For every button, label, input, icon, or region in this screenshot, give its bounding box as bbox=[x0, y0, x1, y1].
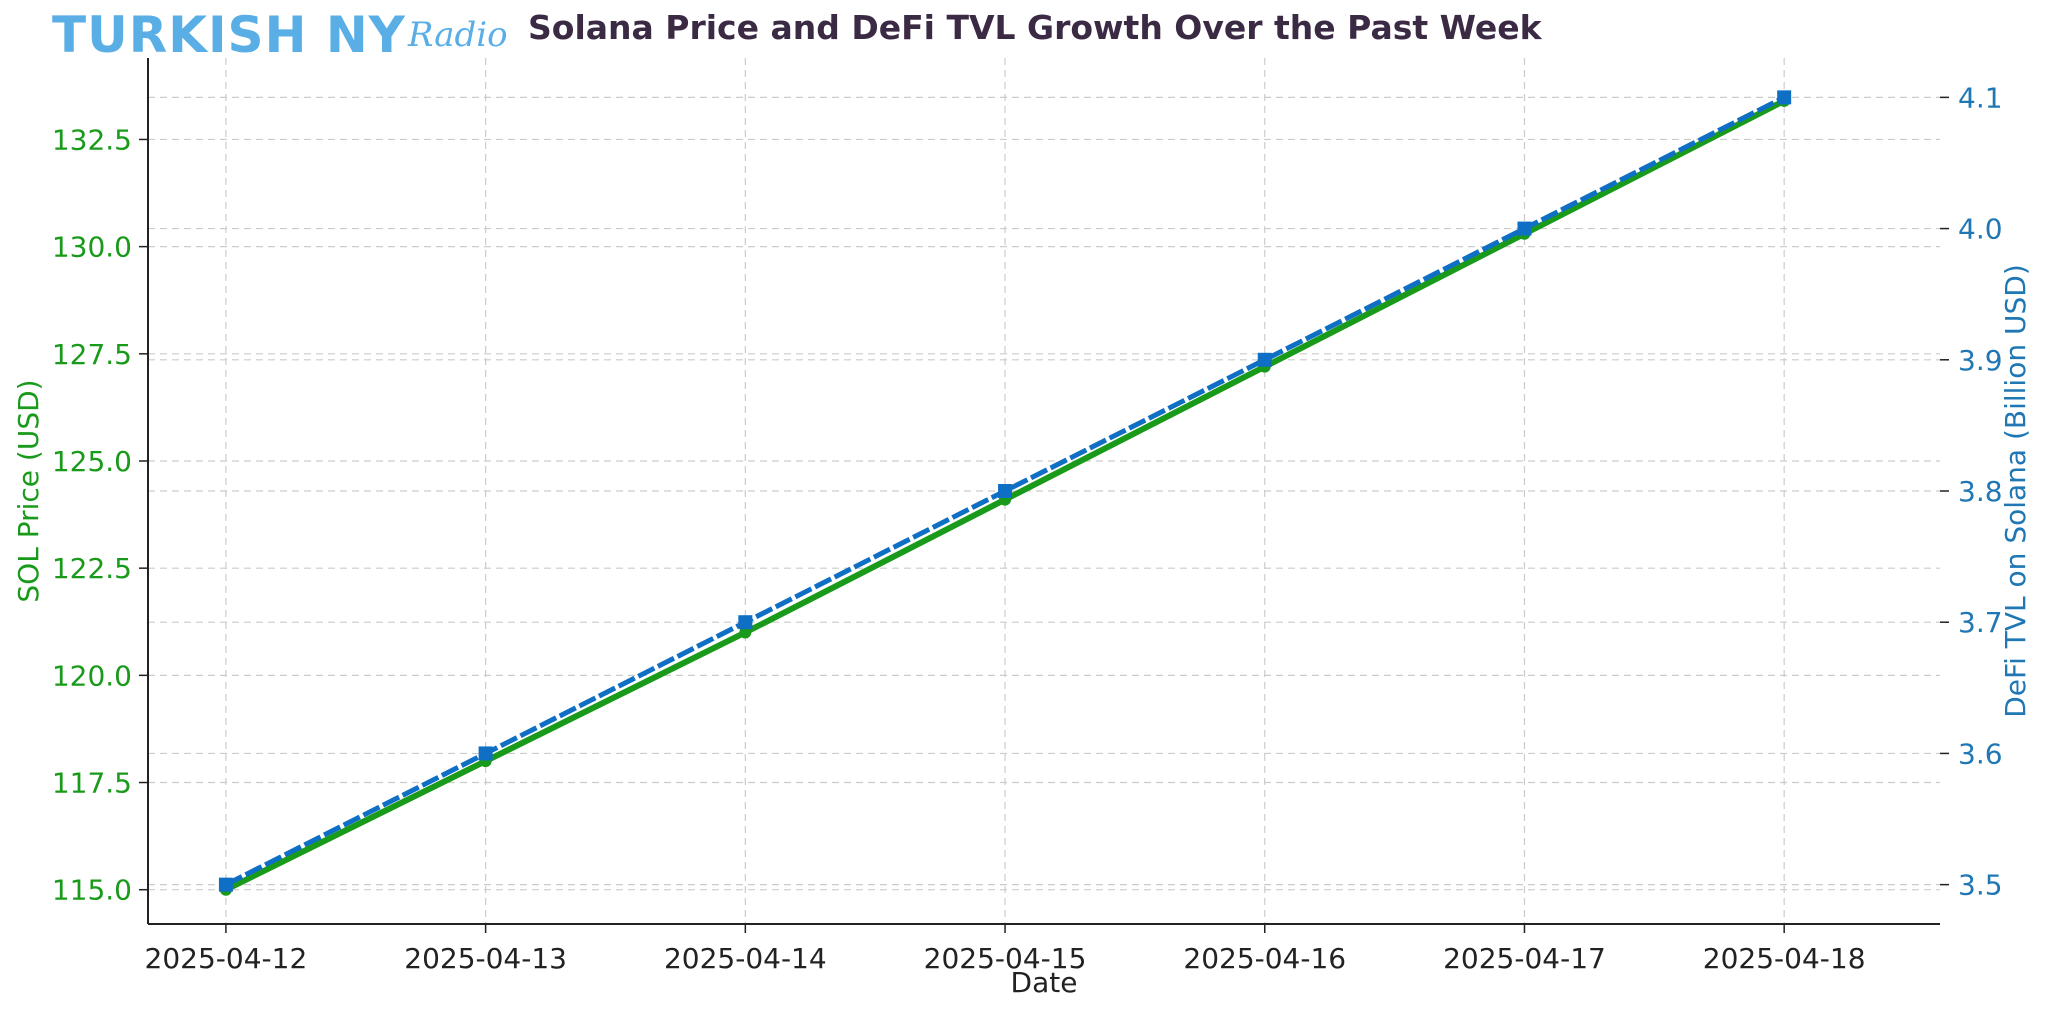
y-right-tick-label: 4.0 bbox=[1958, 213, 2003, 246]
x-tick-label: 2025-04-14 bbox=[664, 942, 827, 975]
y-right-tick-label: 4.1 bbox=[1958, 81, 2003, 114]
price-point bbox=[739, 626, 752, 639]
series bbox=[218, 90, 1792, 896]
x-tick-label: 2025-04-17 bbox=[1443, 942, 1606, 975]
y-left-tick-label: 132.5 bbox=[52, 123, 132, 156]
tvl-point bbox=[998, 484, 1013, 498]
logo: TURKISH NYRadio bbox=[52, 6, 508, 66]
axes bbox=[139, 58, 1949, 933]
y-left-tick-label: 115.0 bbox=[52, 874, 132, 907]
tvl-point bbox=[1517, 221, 1532, 236]
y-right-tick-label: 3.5 bbox=[1958, 869, 2003, 902]
logo-sub-text: Radio bbox=[407, 15, 508, 55]
tvl-point bbox=[478, 746, 493, 761]
x-tick-label: 2025-04-18 bbox=[1703, 942, 1866, 975]
logo-main-text: TURKISH NY bbox=[52, 6, 406, 64]
x-tick-label: 2025-04-15 bbox=[924, 942, 1087, 975]
x-axis-label: Date bbox=[1011, 966, 1078, 999]
y-right-tick-label: 3.6 bbox=[1958, 737, 2003, 770]
y-left-tick-label: 120.0 bbox=[52, 659, 132, 692]
x-tick-label: 2025-04-16 bbox=[1183, 942, 1346, 975]
y-right-tick-label: 3.7 bbox=[1958, 606, 2003, 639]
y-right-tick-label: 3.8 bbox=[1958, 475, 2003, 508]
y-left-tick-label: 130.0 bbox=[52, 231, 132, 264]
tvl-point bbox=[1777, 90, 1792, 105]
tvl-point bbox=[738, 615, 753, 630]
y-left-tick-label: 125.0 bbox=[52, 445, 132, 478]
y-left-tick-label: 122.5 bbox=[52, 552, 132, 585]
y-left-tick-label: 127.5 bbox=[52, 338, 132, 371]
y-axis-right-label: DeFi TVL on Solana (Billion USD) bbox=[1999, 264, 2032, 718]
y-right-tick-label: 3.9 bbox=[1958, 344, 2003, 377]
tick-labels: 2025-04-12 2025-04-13 2025-04-14 2025-04-15… bbox=[52, 81, 2003, 975]
x-tick-label: 2025-04-13 bbox=[404, 942, 567, 975]
chart-title: Solana Price and DeFi TVL Growth Over th… bbox=[528, 8, 1542, 47]
x-tick-label: 2025-04-12 bbox=[145, 942, 308, 975]
tvl-point bbox=[218, 877, 233, 892]
y-axis-left-label: SOL Price (USD) bbox=[12, 379, 45, 602]
tvl-point bbox=[1257, 352, 1272, 367]
y-left-tick-label: 117.5 bbox=[52, 767, 132, 800]
